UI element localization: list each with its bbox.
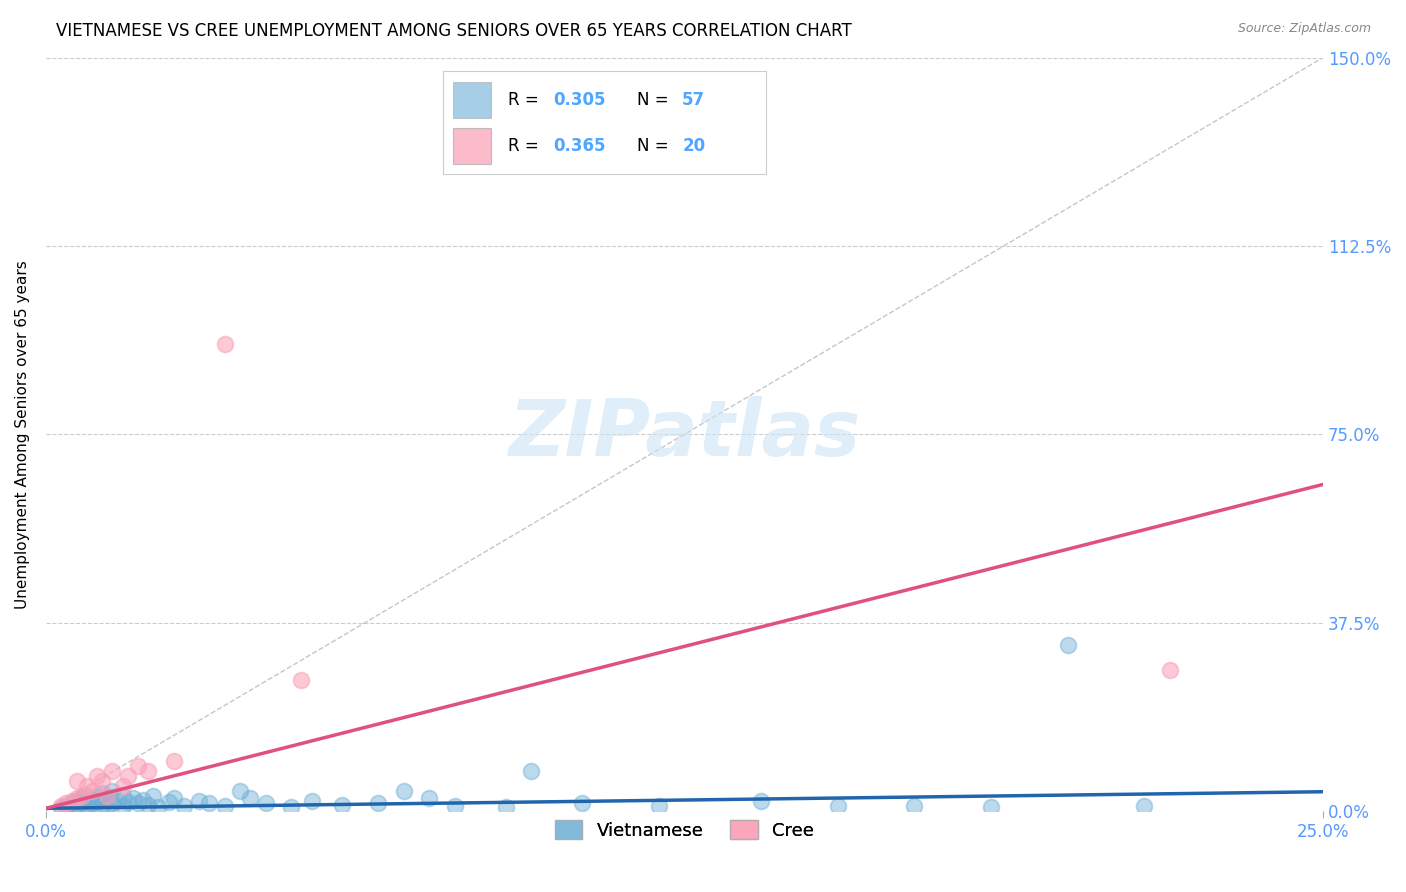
Point [749, 794, 772, 808]
Text: Source: ZipAtlas.com: Source: ZipAtlas.com [1237, 22, 1371, 36]
Point [239, 791, 262, 805]
Point [101, 783, 124, 797]
Text: 57: 57 [682, 91, 706, 109]
Bar [453, 128, 492, 163]
Point [60, 799, 83, 814]
Point [76, 798, 98, 813]
Point [157, 795, 180, 809]
Point [127, 758, 149, 772]
Text: 20: 20 [682, 136, 706, 154]
Point [117, 795, 139, 809]
Point [86, 789, 108, 804]
Point [136, 764, 159, 778]
Point [148, 799, 170, 814]
Point [571, 797, 593, 811]
Point [80, 783, 103, 797]
Y-axis label: Unemployment Among Seniors over 65 years: Unemployment Among Seniors over 65 years [15, 260, 30, 608]
Point [65, 773, 87, 788]
Point [330, 797, 353, 812]
Point [903, 798, 925, 813]
Point [280, 799, 302, 814]
Text: R =: R = [508, 91, 544, 109]
Point [76, 779, 98, 793]
Point [229, 783, 252, 797]
Point [1133, 798, 1156, 813]
Point [443, 798, 465, 813]
Point [418, 791, 440, 805]
Text: R =: R = [508, 136, 544, 154]
Point [96, 791, 118, 805]
Point [648, 798, 671, 813]
Point [1159, 663, 1181, 677]
Bar [453, 81, 492, 118]
Point [86, 795, 108, 809]
Point [290, 673, 312, 688]
Point [70, 795, 93, 809]
Point [91, 797, 114, 812]
Point [60, 797, 83, 811]
Point [132, 793, 155, 807]
Text: VIETNAMESE VS CREE UNEMPLOYMENT AMONG SENIORS OVER 65 YEARS CORRELATION CHART: VIETNAMESE VS CREE UNEMPLOYMENT AMONG SE… [56, 22, 852, 40]
Point [163, 754, 186, 768]
Text: N =: N = [637, 91, 673, 109]
Point [127, 797, 149, 811]
Point [60, 794, 83, 808]
Point [214, 337, 236, 351]
Point [117, 769, 139, 783]
Point [65, 791, 87, 805]
Point [96, 789, 118, 803]
Point [1056, 638, 1078, 652]
Point [70, 789, 93, 803]
Point [76, 801, 98, 815]
Point [65, 794, 87, 808]
Point [86, 769, 108, 783]
Point [214, 798, 236, 813]
Point [827, 798, 849, 813]
Point [163, 791, 186, 805]
Point [70, 791, 93, 805]
Point [55, 797, 77, 811]
Point [142, 789, 165, 803]
Point [76, 789, 98, 803]
Point [173, 798, 195, 813]
Point [520, 764, 543, 778]
Text: ZIPatlas: ZIPatlas [509, 396, 860, 472]
Point [111, 779, 134, 793]
Legend: Vietnamese, Cree: Vietnamese, Cree [548, 814, 821, 847]
Point [254, 797, 277, 811]
Point [101, 764, 124, 778]
Point [51, 798, 73, 813]
Point [111, 798, 134, 813]
Point [107, 794, 129, 808]
Point [198, 797, 221, 811]
Point [65, 797, 87, 812]
Text: 0.365: 0.365 [553, 136, 606, 154]
Point [136, 797, 159, 812]
Point [301, 794, 323, 808]
Point [55, 798, 77, 813]
Point [495, 799, 517, 814]
Point [101, 797, 124, 811]
Point [80, 797, 103, 811]
Point [367, 797, 389, 811]
Text: 0.305: 0.305 [553, 91, 606, 109]
Point [111, 789, 134, 803]
Text: N =: N = [637, 136, 673, 154]
Point [96, 799, 118, 814]
Point [188, 794, 211, 808]
Point [121, 791, 143, 805]
Point [91, 786, 114, 800]
Point [80, 793, 103, 807]
Point [980, 799, 1002, 814]
Point [51, 801, 73, 815]
Point [91, 773, 114, 788]
Point [392, 783, 415, 797]
